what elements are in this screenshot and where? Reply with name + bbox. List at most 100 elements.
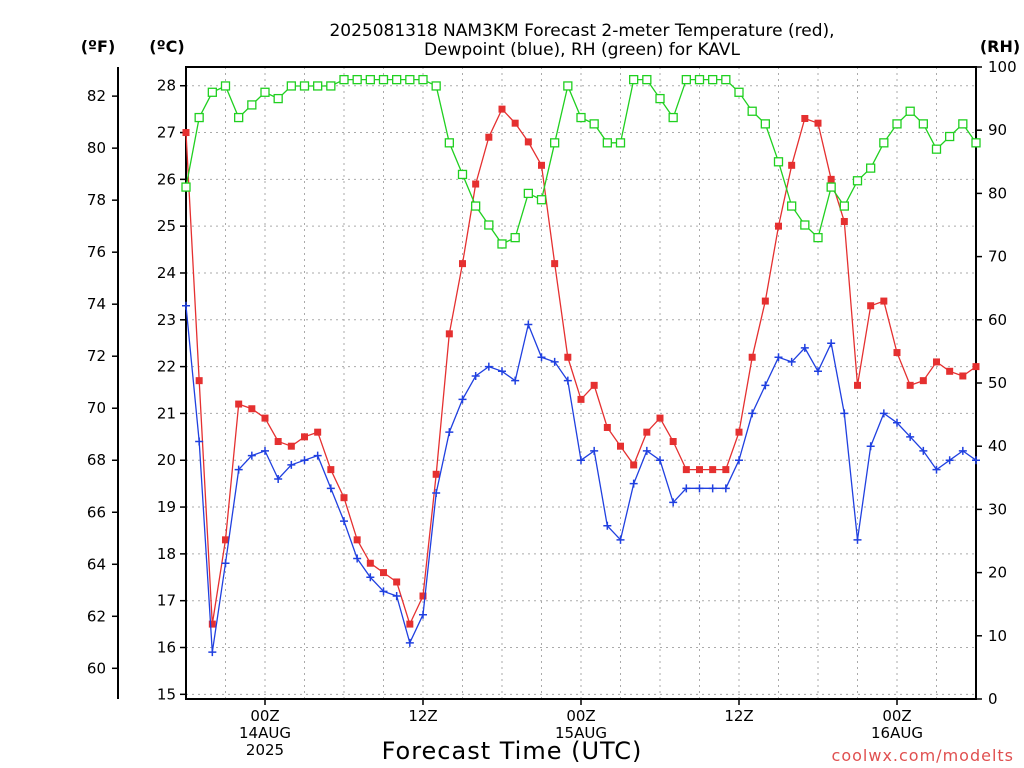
data-point [406,620,414,628]
data-point [669,498,678,507]
celsius-unit-label: (ºC) [149,37,184,56]
data-point [457,169,468,180]
data-point [563,81,573,91]
data-point [893,349,901,357]
data-point [366,573,375,582]
data-point [933,358,940,366]
data-point [931,144,942,154]
data-point [458,395,467,404]
data-point [313,451,322,460]
data-point [695,484,704,493]
data-point [826,182,836,192]
data-point [365,74,375,85]
data-point [905,106,915,116]
data-point [392,74,402,85]
data-point [959,372,967,380]
fahrenheit-tick-label: 76 [87,243,106,261]
data-point [445,330,453,338]
data-point [906,381,914,389]
data-point [577,456,585,465]
data-point [472,180,480,188]
data-point [814,367,822,376]
rh-tick-label: 50 [988,374,1007,392]
data-point [643,428,651,436]
data-point [419,610,427,619]
data-point [511,119,519,127]
data-point [550,357,559,366]
rh-tick-label: 80 [988,184,1007,202]
data-point [261,446,269,455]
data-point [182,301,190,310]
x-tick-label: 15AUG [555,724,607,742]
data-point [208,620,216,628]
fahrenheit-unit-label: (ºF) [81,37,116,56]
data-point [235,400,243,408]
data-point [708,484,717,493]
data-point [273,93,283,104]
data-point [721,484,730,493]
data-point [827,339,836,348]
data-point [853,535,862,544]
data-point [761,297,769,305]
data-point [222,536,229,544]
data-point [603,521,612,530]
data-point [537,353,546,362]
data-point [550,138,560,148]
data-point [326,81,336,91]
data-point [299,81,310,91]
data-point [972,363,980,371]
data-point [194,112,204,123]
data-point [682,484,691,493]
data-point [366,559,374,567]
data-point [195,377,203,385]
data-point [852,176,863,186]
data-point [787,357,796,366]
credit-label: coolwx.com/modelts [832,746,1014,765]
data-point [656,414,664,422]
x-tick-label: 2025 [246,741,284,759]
fahrenheit-tick-label: 60 [87,659,106,677]
data-point [761,381,770,390]
chart-title-line2: Dewpoint (blue), RH (green) for KAVL [424,40,741,60]
data-point [510,232,520,243]
data-point [748,409,757,418]
data-point [248,405,256,413]
data-point [709,466,717,474]
data-point [432,489,441,498]
data-point [497,239,507,249]
data-point [787,201,797,211]
data-point [760,119,770,129]
rh-tick-label: 30 [988,500,1007,518]
data-point [721,74,731,85]
data-point [642,74,652,85]
data-point [484,362,493,371]
data-point [971,138,981,148]
fahrenheit-tick-label: 64 [87,555,106,573]
data-point [669,438,677,446]
data-point [945,131,955,142]
data-point [932,465,941,474]
data-point [300,456,309,465]
celsius-tick-label: 27 [157,124,176,142]
data-point [617,442,624,450]
data-point [958,446,967,455]
data-point [839,201,849,211]
data-point [459,260,466,268]
chart-title-line1: 2025081318 NAM3KM Forecast 2-meter Tempe… [329,21,834,41]
data-point [919,377,927,385]
data-point [445,428,454,437]
data-point [972,456,980,465]
data-point [314,428,322,436]
celsius-tick-label: 26 [157,170,176,188]
data-point [735,456,743,465]
data-point [879,409,888,418]
data-point [274,474,283,483]
fahrenheit-tick-label: 68 [87,451,106,469]
data-point [524,320,533,329]
celsius-tick-label: 20 [157,451,176,469]
data-point [602,138,612,148]
data-point [668,112,678,123]
fahrenheit-tick-label: 78 [87,191,106,209]
data-point [893,418,901,427]
